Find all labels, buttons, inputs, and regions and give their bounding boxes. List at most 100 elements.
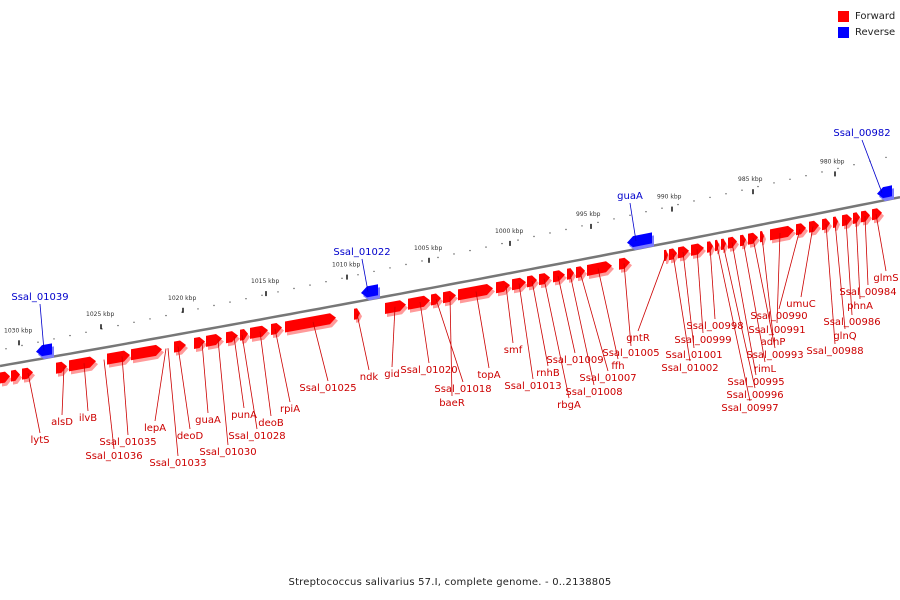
- genome-backbone: [0, 195, 900, 368]
- scale-tick-label: 1025 kbp: [86, 311, 114, 318]
- forward-gene-label: ilvB: [79, 413, 97, 424]
- gene-body: [627, 232, 652, 248]
- scale-tick-label: 995 kbp: [576, 211, 601, 218]
- reverse-gene-arrow: [36, 343, 54, 360]
- gene-body: [458, 284, 493, 301]
- reverse-gene-label: guaA: [617, 191, 643, 202]
- forward-gene-arrow: [354, 308, 362, 323]
- forward-gene-label: rnhB: [536, 368, 560, 379]
- forward-gene-label: deoD: [177, 431, 204, 442]
- forward-gene-arrow: [285, 313, 338, 336]
- label-leader: [475, 291, 490, 369]
- forward-gene-label: Ssal_01033: [149, 458, 206, 469]
- minor-tick: [501, 242, 503, 245]
- label-leader: [391, 306, 396, 368]
- minor-tick: [133, 321, 135, 323]
- forward-gene-label: ffh: [611, 361, 624, 372]
- gene-body: [285, 313, 336, 333]
- label-leader: [752, 238, 776, 349]
- forward-gene-label: Ssal_01009: [546, 355, 603, 366]
- gene-body: [131, 344, 162, 361]
- label-leader: [83, 363, 89, 412]
- forward-gene-arrow: [822, 218, 832, 234]
- gene-body: [587, 261, 612, 276]
- label-leader: [800, 226, 814, 298]
- scale-tick-label: 980 kbp: [820, 158, 845, 165]
- forward-gene-arrow: [22, 367, 35, 383]
- reverse-gene-label: Ssal_00982: [833, 128, 890, 139]
- gene-body: [853, 212, 860, 224]
- forward-gene-label: umuC: [786, 299, 815, 310]
- label-leader: [742, 240, 766, 363]
- forward-gene-arrow: [853, 212, 862, 227]
- forward-gene-label: rbgA: [557, 400, 581, 411]
- forward-gene-arrow: [206, 334, 224, 350]
- label-leader: [356, 313, 370, 371]
- minor-tick: [565, 228, 567, 231]
- label-leader: [761, 236, 774, 336]
- forward-gene-arrow: [11, 369, 22, 385]
- minor-tick: [549, 232, 551, 234]
- label-leader: [361, 258, 369, 292]
- forward-gene-arrow: [408, 295, 432, 313]
- minor-tick: [613, 218, 615, 220]
- label-leader: [776, 232, 781, 324]
- scale-ticks: 980 kbp 985 kbp 990 kbp 995 kbp 1000 kbp 1005…: [4, 156, 887, 350]
- forward-gene-arrow: [458, 284, 495, 304]
- minor-tick: [85, 331, 87, 333]
- forward-gene-label: guaA: [195, 415, 221, 426]
- label-leader: [312, 321, 329, 382]
- minor-tick: [821, 171, 823, 173]
- gene-body: [833, 216, 838, 228]
- gene-body: [69, 356, 96, 372]
- genome-caption: Streptococcus salivarius 57.I, complete …: [288, 577, 612, 588]
- label-leader: [623, 263, 632, 347]
- label-leader: [27, 373, 41, 434]
- minor-tick: [373, 270, 375, 273]
- legend-label-forward: Forward: [855, 10, 896, 22]
- label-leader: [875, 213, 887, 272]
- minor-tick: [597, 221, 599, 224]
- minor-tick: [309, 284, 311, 286]
- minor-tick: [853, 164, 855, 166]
- gene-body: [11, 369, 20, 382]
- gene-body: [107, 350, 130, 365]
- forward-gene-label: rpiA: [280, 404, 300, 415]
- scale-tick-label: 1015 kbp: [251, 278, 279, 285]
- forward-gene-label: alsD: [51, 417, 73, 428]
- forward-gene-label: Ssal_01020: [400, 365, 457, 376]
- minor-tick: [37, 341, 39, 343]
- forward-gene-arrow: [567, 268, 576, 283]
- label-leader: [531, 280, 549, 367]
- gene-body: [619, 257, 630, 270]
- forward-gene-arrow: [861, 210, 872, 226]
- forward-gene-arrow: [69, 356, 98, 375]
- forward-gene-label: gid: [384, 369, 399, 380]
- gene-body: [809, 220, 819, 233]
- minor-tick: [885, 156, 887, 159]
- forward-gene-arrow: [619, 257, 632, 273]
- label-leader: [778, 228, 801, 310]
- forward-gene-label: Ssal_00984: [839, 287, 896, 298]
- gene-body: [861, 210, 870, 223]
- forward-gene-label: lytS: [31, 435, 50, 446]
- reverse-gene-arrow: [627, 232, 654, 251]
- minor-tick: [389, 267, 391, 269]
- label-leader: [845, 219, 853, 316]
- forward-gene-arrow: [131, 344, 164, 364]
- forward-gene-arrow: [226, 331, 240, 347]
- forward-gene-arrow: [691, 243, 706, 259]
- forward-swatch: [838, 10, 849, 22]
- gene-body: [385, 300, 406, 314]
- gene-body: [361, 284, 378, 298]
- label-leader: [722, 244, 756, 389]
- gene-body: [240, 329, 248, 341]
- forward-gene-arrow: [194, 337, 207, 352]
- label-leader: [682, 251, 695, 349]
- forward-gene-label: Ssal_00993: [746, 350, 803, 361]
- gene-body: [721, 238, 726, 250]
- label-leader: [449, 296, 453, 397]
- minor-tick: [325, 281, 327, 283]
- label-leader: [672, 253, 691, 362]
